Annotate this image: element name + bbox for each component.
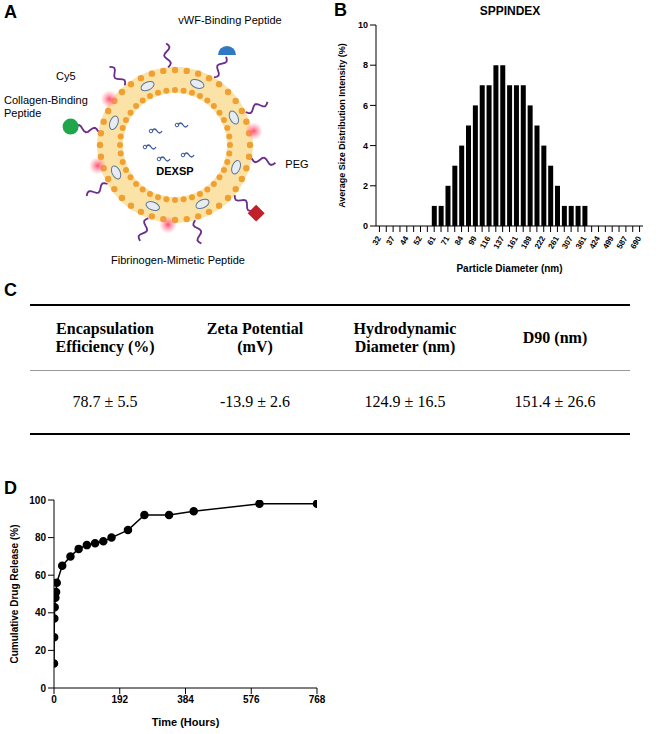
html-text:78.7 ± 5.5: 78.7 ± 5.5 (72, 393, 138, 410)
svg-text:0: 0 (363, 221, 368, 231)
svg-text:261: 261 (547, 234, 562, 251)
svg-text:37: 37 (384, 234, 397, 247)
svg-text:71: 71 (439, 234, 452, 247)
svg-text:Cumulative Drug Release (%): Cumulative Drug Release (%) (9, 525, 20, 664)
svg-text:0: 0 (40, 683, 46, 694)
svg-text:61: 61 (426, 234, 439, 247)
svg-text:8: 8 (363, 60, 368, 70)
svg-text:52: 52 (412, 234, 425, 247)
html-text:Zeta Potential (mV): Zeta Potential (mV) (206, 320, 304, 355)
svg-text:2: 2 (363, 181, 368, 191)
svg-text:Cy5: Cy5 (56, 70, 76, 82)
svg-text:424: 424 (588, 234, 603, 251)
svg-text:361: 361 (574, 234, 589, 251)
svg-text:384: 384 (177, 694, 194, 705)
html-text:151.4 ± 26.6: 151.4 ± 26.6 (514, 393, 596, 410)
svg-text:60: 60 (35, 570, 47, 581)
svg-text:40: 40 (35, 607, 47, 618)
svg-text:Peptide: Peptide (4, 107, 41, 119)
svg-text:6: 6 (363, 101, 368, 111)
html-text:Encapsulation Efficiency (%): Encapsulation Efficiency (%) (55, 320, 155, 355)
svg-text:44: 44 (398, 234, 411, 247)
svg-text:vWF-Binding Peptide: vWF-Binding Peptide (178, 14, 281, 26)
svg-text:499: 499 (601, 234, 616, 251)
svg-text:4: 4 (363, 141, 368, 151)
html-text:-13.9 ± 2.6: -13.9 ± 2.6 (219, 393, 290, 410)
svg-text:576: 576 (243, 694, 260, 705)
html-text:Hydrodynamic Diameter (nm): Hydrodynamic Diameter (nm) (353, 320, 457, 355)
svg-text:587: 587 (615, 234, 630, 251)
svg-text:690: 690 (629, 234, 644, 251)
html-text:D90 (nm): D90 (nm) (522, 329, 588, 346)
svg-text:DEXSP: DEXSP (156, 165, 193, 177)
svg-text:189: 189 (519, 234, 534, 251)
svg-text:137: 137 (492, 234, 507, 251)
svg-text:0: 0 (51, 694, 57, 705)
svg-text:32: 32 (371, 234, 384, 247)
html-text:B: B (334, 0, 347, 20)
svg-text:768: 768 (309, 694, 326, 705)
svg-text:222: 222 (533, 234, 548, 251)
svg-text:Average Size Distribution Inte: Average Size Distribution Intensity (%) (337, 43, 347, 208)
svg-text:116: 116 (478, 234, 493, 250)
svg-text:100: 100 (29, 495, 46, 506)
html-text:D: D (4, 478, 17, 498)
svg-text:99: 99 (467, 234, 480, 247)
svg-text:Particle Diameter (nm): Particle Diameter (nm) (456, 263, 562, 274)
svg-text:Collagen-Binding: Collagen-Binding (4, 94, 88, 106)
svg-text:80: 80 (35, 532, 47, 543)
html-text:C: C (4, 280, 17, 300)
html-text:SPPINDEX: SPPINDEX (479, 4, 541, 18)
svg-text:161: 161 (505, 234, 520, 251)
svg-text:PEG: PEG (285, 158, 308, 170)
svg-text:192: 192 (111, 694, 128, 705)
svg-text:10: 10 (358, 20, 368, 30)
svg-text:307: 307 (560, 234, 575, 251)
svg-text:84: 84 (453, 234, 466, 247)
svg-text:20: 20 (35, 645, 47, 656)
svg-text:A: A (4, 2, 17, 22)
svg-text:Fibrinogen-Mimetic Peptide: Fibrinogen-Mimetic Peptide (111, 254, 245, 266)
html-text:124.9 ± 16.5: 124.9 ± 16.5 (364, 393, 446, 410)
svg-text:Time (Hours): Time (Hours) (152, 716, 220, 728)
